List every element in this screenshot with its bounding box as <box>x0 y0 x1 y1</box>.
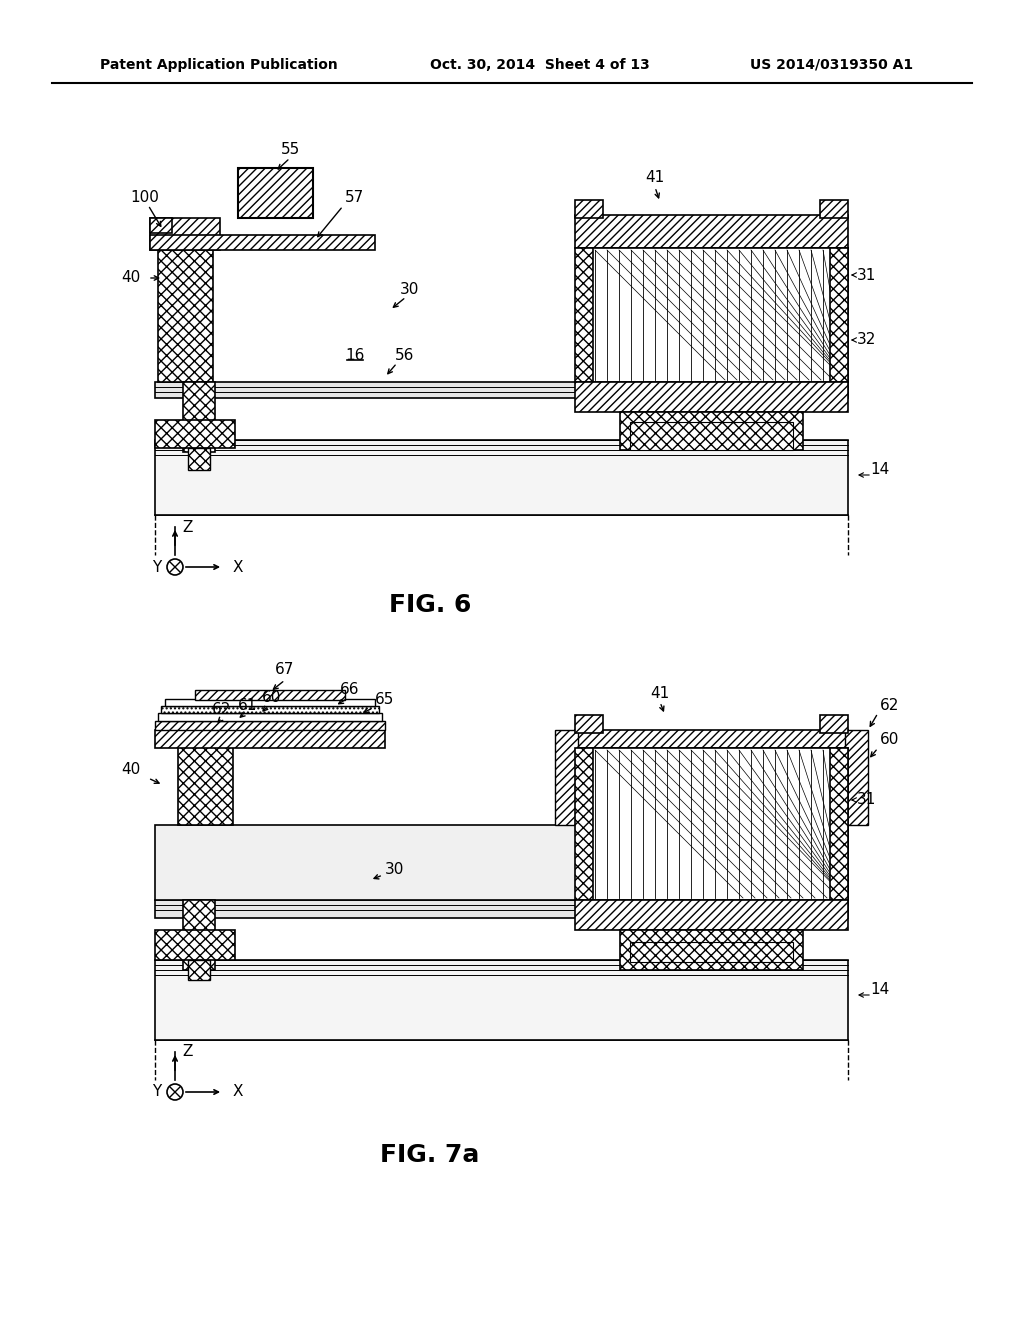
Text: X: X <box>233 1085 244 1100</box>
Text: 60: 60 <box>880 733 899 747</box>
Text: 100: 100 <box>130 190 159 206</box>
Bar <box>155 440 848 515</box>
Text: 41: 41 <box>650 685 670 701</box>
Text: 31: 31 <box>857 268 877 282</box>
Bar <box>820 715 848 733</box>
Bar <box>155 900 848 917</box>
Text: 57: 57 <box>345 190 365 206</box>
Bar <box>830 248 848 381</box>
Text: Z: Z <box>182 520 193 535</box>
Bar <box>150 218 172 234</box>
Bar <box>158 248 213 381</box>
Text: Y: Y <box>152 1085 161 1100</box>
Bar <box>150 218 220 249</box>
Bar <box>155 825 848 900</box>
Bar <box>575 215 848 248</box>
Bar <box>188 447 210 470</box>
Text: US 2014/0319350 A1: US 2014/0319350 A1 <box>750 58 913 73</box>
Text: Z: Z <box>182 1044 193 1060</box>
Text: 62: 62 <box>880 697 899 713</box>
Bar <box>158 713 382 721</box>
Bar <box>155 721 385 730</box>
Bar <box>575 381 848 412</box>
Text: 67: 67 <box>275 663 295 677</box>
Bar <box>845 730 868 825</box>
Text: 56: 56 <box>395 347 415 363</box>
Text: 14: 14 <box>870 462 889 478</box>
Bar <box>575 730 848 748</box>
Text: 16: 16 <box>345 347 365 363</box>
Bar <box>575 201 603 218</box>
Bar <box>575 248 593 381</box>
Bar <box>590 248 848 381</box>
Bar <box>630 942 793 962</box>
Bar <box>165 700 375 706</box>
Text: 61: 61 <box>239 697 258 713</box>
Bar <box>155 381 848 399</box>
Text: Oct. 30, 2014  Sheet 4 of 13: Oct. 30, 2014 Sheet 4 of 13 <box>430 58 650 73</box>
Text: 55: 55 <box>281 143 300 157</box>
Text: Y: Y <box>152 560 161 574</box>
Bar <box>555 730 578 825</box>
Bar <box>155 960 848 1040</box>
Bar <box>195 690 345 700</box>
Bar <box>630 422 793 450</box>
Text: 65: 65 <box>375 693 394 708</box>
Bar <box>188 960 210 979</box>
Bar <box>575 715 603 733</box>
Bar <box>161 706 379 713</box>
Bar <box>620 412 803 450</box>
Text: FIG. 6: FIG. 6 <box>389 593 471 616</box>
Text: 32: 32 <box>857 333 877 347</box>
Bar <box>150 235 375 249</box>
Bar <box>155 931 234 960</box>
Text: 60: 60 <box>262 690 282 705</box>
Text: Patent Application Publication: Patent Application Publication <box>100 58 338 73</box>
Text: FIG. 7a: FIG. 7a <box>380 1143 479 1167</box>
Bar <box>830 748 848 900</box>
Text: 41: 41 <box>645 170 665 186</box>
Bar <box>178 744 233 825</box>
Bar <box>575 900 848 931</box>
Text: 14: 14 <box>870 982 889 998</box>
Text: X: X <box>233 560 244 574</box>
Bar <box>590 748 848 900</box>
Text: 31: 31 <box>857 792 877 808</box>
Bar <box>820 201 848 218</box>
Bar <box>183 900 215 970</box>
Bar <box>183 381 215 451</box>
Text: 30: 30 <box>400 282 420 297</box>
Text: 30: 30 <box>385 862 404 878</box>
Bar <box>155 420 234 447</box>
Text: 66: 66 <box>340 682 359 697</box>
Bar <box>155 730 385 748</box>
Bar <box>575 748 593 900</box>
Bar <box>620 931 803 970</box>
Text: 40: 40 <box>121 271 140 285</box>
Bar <box>238 168 313 218</box>
Text: 40: 40 <box>121 763 140 777</box>
Text: 62: 62 <box>212 702 231 718</box>
